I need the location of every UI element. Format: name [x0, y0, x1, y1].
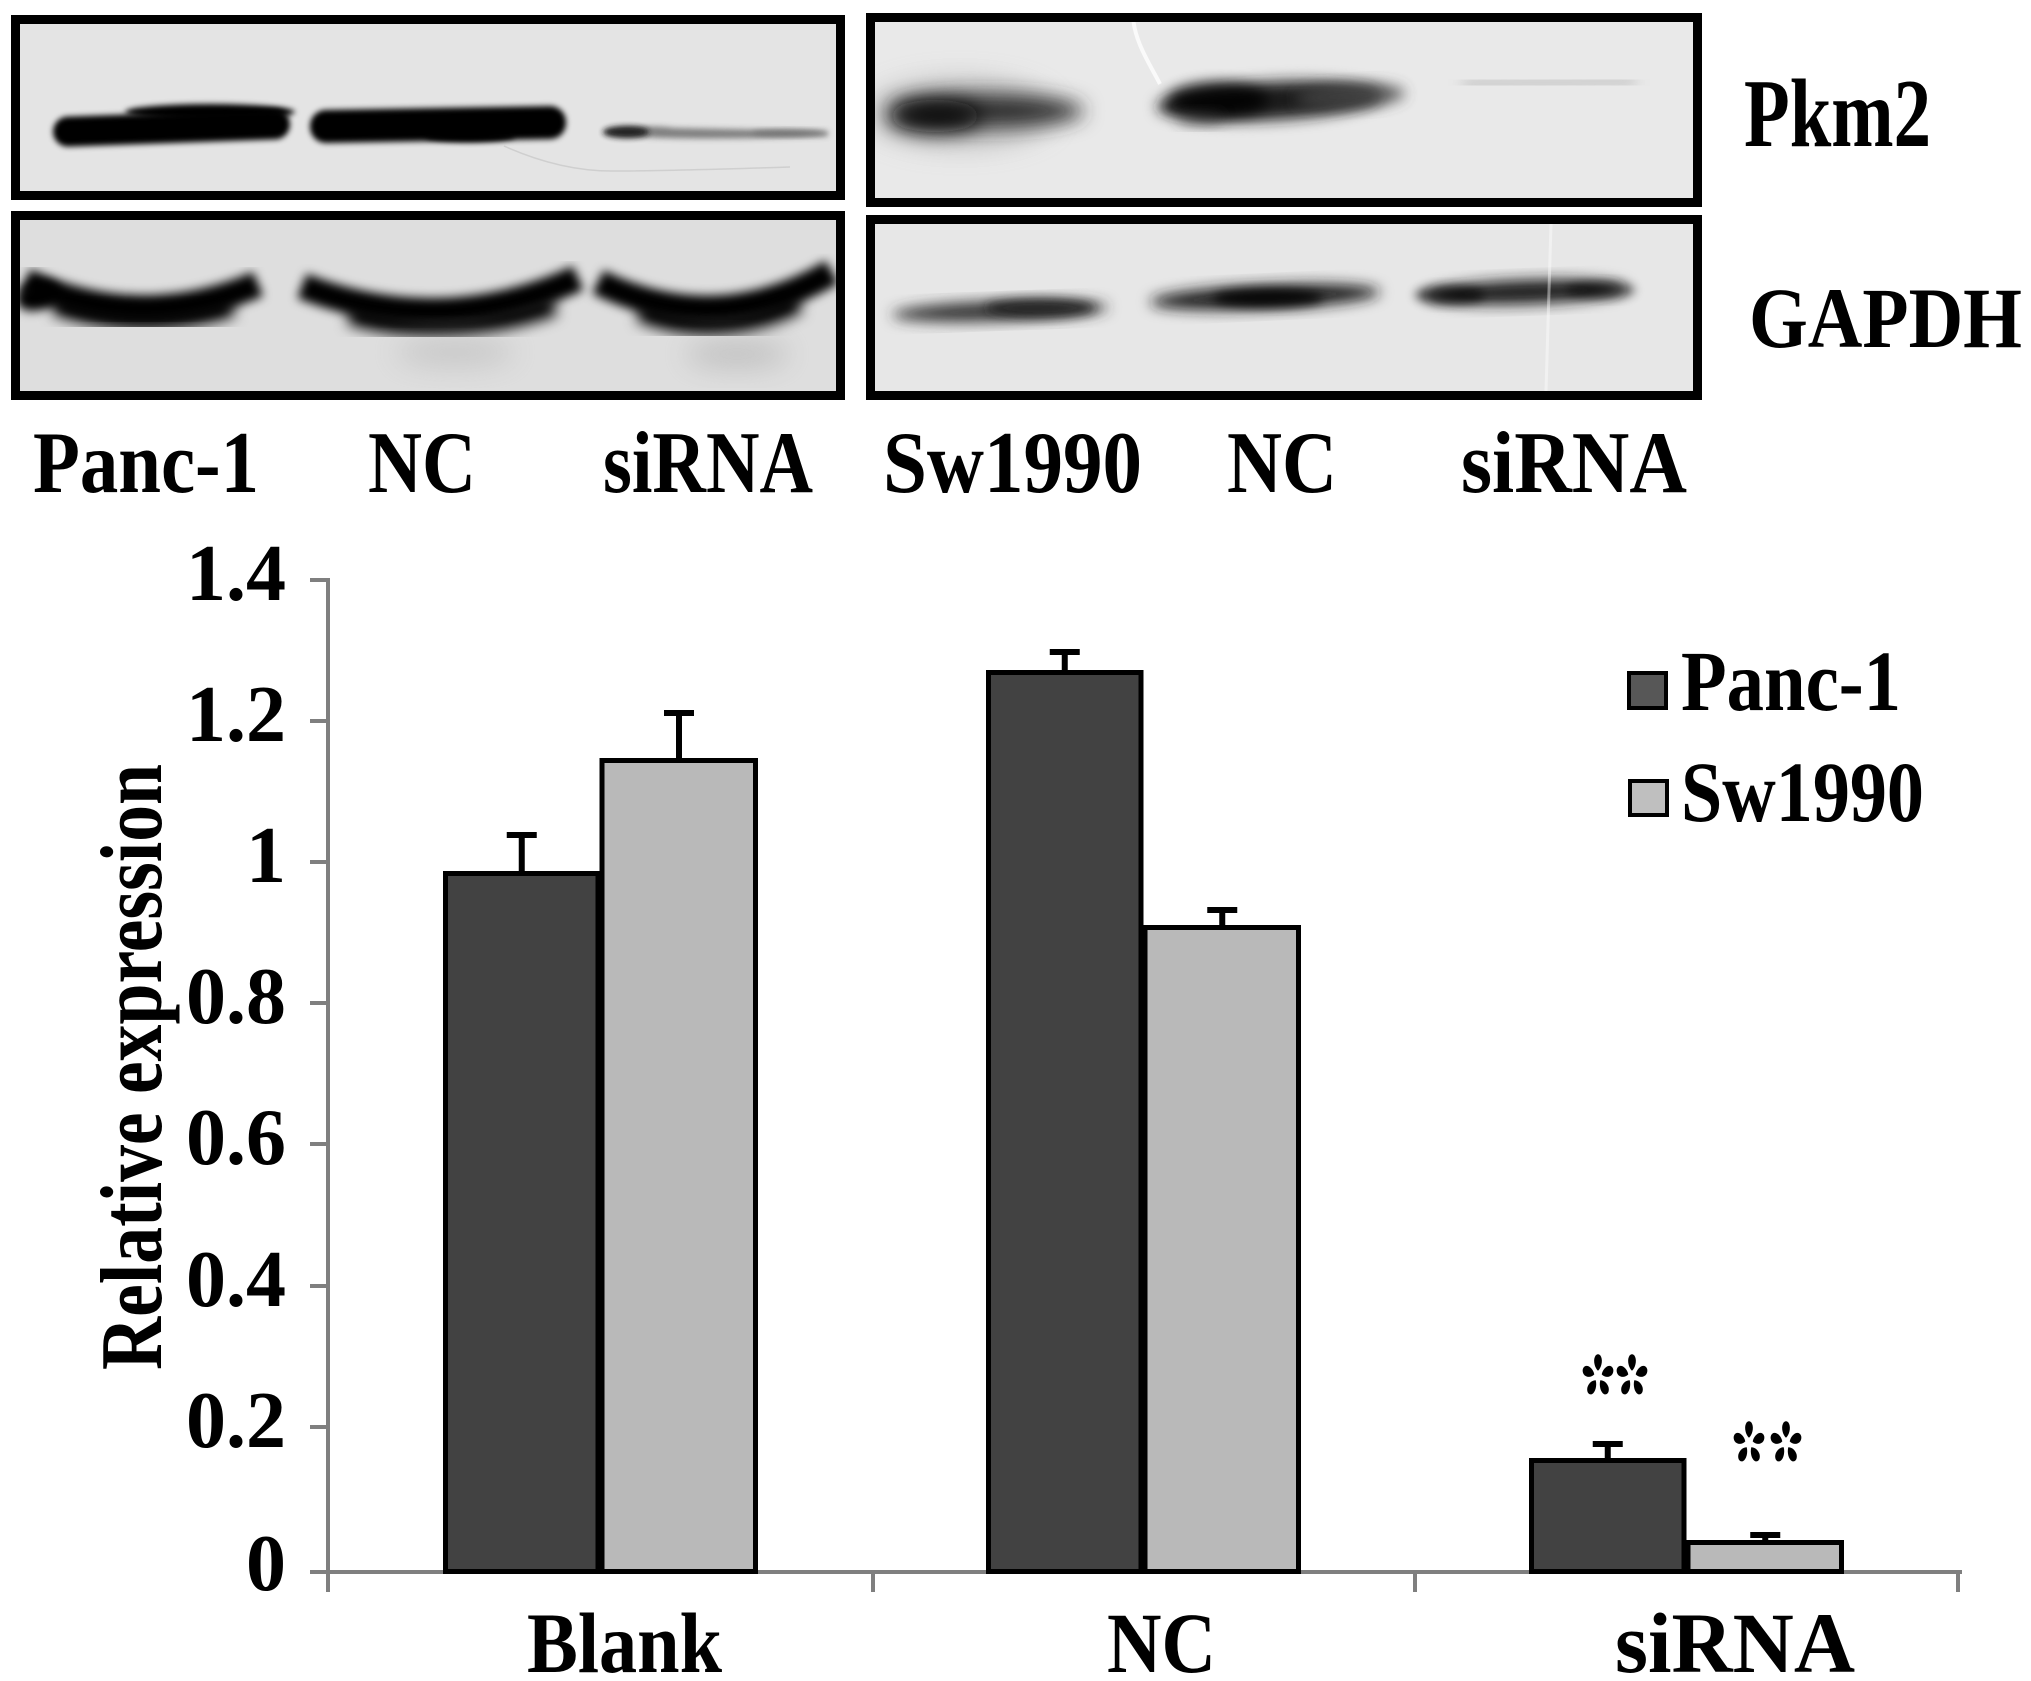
svg-text:Blank: Blank	[527, 1595, 722, 1681]
svg-text:Pkm2: Pkm2	[1744, 60, 1931, 168]
svg-text:NC: NC	[1107, 1595, 1216, 1681]
svg-text:1.2: 1.2	[186, 671, 286, 759]
svg-text:GAPDH: GAPDH	[1749, 270, 2022, 366]
svg-text:1.4: 1.4	[186, 530, 286, 618]
svg-text:0.8: 0.8	[186, 953, 286, 1041]
svg-text:0: 0	[246, 1520, 286, 1608]
svg-text:siRNA: siRNA	[1461, 415, 1687, 512]
svg-text:Sw1990: Sw1990	[883, 415, 1142, 512]
svg-text:siRNA: siRNA	[1615, 1595, 1855, 1681]
svg-text:Relative expression: Relative expression	[84, 764, 181, 1370]
svg-text:1: 1	[246, 812, 286, 900]
svg-text:Panc-1: Panc-1	[1681, 633, 1901, 729]
svg-text:0.2: 0.2	[186, 1377, 286, 1465]
svg-text:0.4: 0.4	[186, 1236, 286, 1324]
svg-text:Panc-1: Panc-1	[33, 415, 259, 512]
svg-text:NC: NC	[1227, 415, 1337, 512]
svg-text:0.6: 0.6	[186, 1094, 286, 1182]
svg-text:siRNA: siRNA	[603, 415, 813, 512]
svg-text:NC: NC	[368, 415, 476, 512]
svg-text:Sw1990: Sw1990	[1681, 744, 1924, 840]
